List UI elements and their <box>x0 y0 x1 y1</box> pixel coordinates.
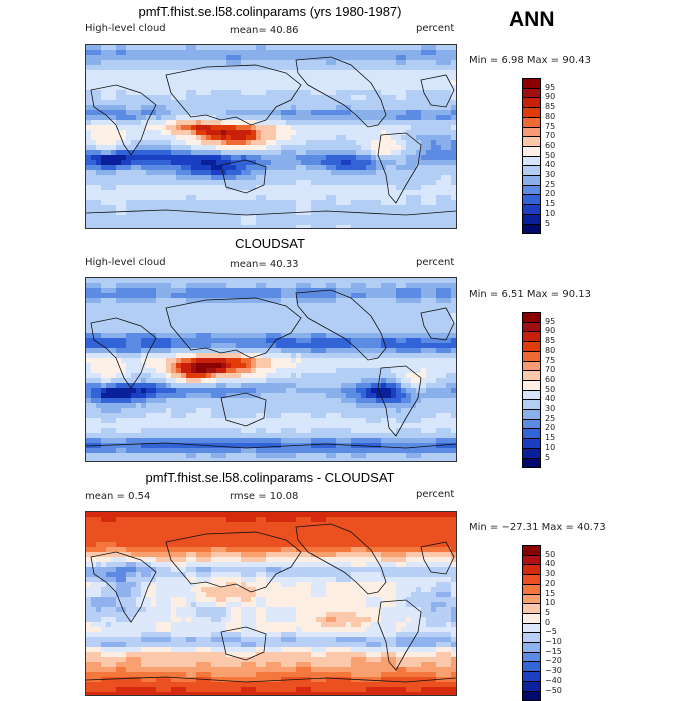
colorbar-tick-label: 20 <box>545 579 555 588</box>
panel3-rmse: rmse = 10.08 <box>230 491 298 502</box>
colorbar-tick-label: −40 <box>545 676 562 685</box>
colorbar-tick-label: 70 <box>545 131 555 140</box>
colorbar-tick-label: −50 <box>545 686 562 695</box>
colorbar-tick-label: 10 <box>545 209 555 218</box>
colorbar-tick-label: 50 <box>545 385 555 394</box>
colorbar-tick-label: 15 <box>545 433 555 442</box>
panel2-variable-label: High-level cloud <box>85 257 166 268</box>
colorbar-tick-label: 60 <box>545 141 555 150</box>
colorbar-tick-label: 50 <box>545 151 555 160</box>
colorbar-tick-label: 90 <box>545 326 555 335</box>
colorbar-tick-label: 20 <box>545 423 555 432</box>
colorbar-tick-label: 15 <box>545 589 555 598</box>
panel2-units: percent <box>416 257 454 268</box>
season-label: ANN <box>509 8 555 32</box>
colorbar-tick-label: −5 <box>545 627 557 636</box>
colorbar-swatch <box>522 224 541 235</box>
colorbar-tick-label: 50 <box>545 550 555 559</box>
colorbar-tick-label: 80 <box>545 346 555 355</box>
colorbar-tick-label: 40 <box>545 160 555 169</box>
colorbar-swatch <box>522 458 541 469</box>
panel3-minmax: Min = −27.31 Max = 40.73 <box>469 522 606 533</box>
colorbar-tick-label: 75 <box>545 356 555 365</box>
colorbar-tick-label: 90 <box>545 92 555 101</box>
colorbar-tick-label: 5 <box>545 608 550 617</box>
colorbar-tick-label: −20 <box>545 656 562 665</box>
colorbar-tick-label: 85 <box>545 102 555 111</box>
colorbar-tick-label: 80 <box>545 112 555 121</box>
panel1-variable-label: High-level cloud <box>85 23 166 34</box>
panel1-units: percent <box>416 23 454 34</box>
colorbar-tick-label: 60 <box>545 375 555 384</box>
colorbar-tick-label: −10 <box>545 637 562 646</box>
colorbar-tick-label: −15 <box>545 647 562 656</box>
colorbar-tick-label: 30 <box>545 404 555 413</box>
panel2-minmax: Min = 6.51 Max = 90.13 <box>469 289 591 300</box>
colorbar-tick-label: 30 <box>545 569 555 578</box>
panel2-map-plot <box>86 278 456 461</box>
colorbar-tick-label: 10 <box>545 443 555 452</box>
colorbar-tick-label: 20 <box>545 189 555 198</box>
colorbar-swatch <box>522 691 541 701</box>
panel3-map <box>85 511 457 696</box>
colorbar-tick-label: 85 <box>545 336 555 345</box>
colorbar-tick-label: 30 <box>545 170 555 179</box>
panel2-mean: mean= 40.33 <box>230 259 299 270</box>
panel1-minmax: Min = 6.98 Max = 90.43 <box>469 55 591 66</box>
panel3-title: pmfT.fhist.se.l58.colinparams - CLOUDSAT <box>85 470 455 485</box>
panel1-title: pmfT.fhist.se.l58.colinparams (yrs 1980-… <box>85 4 455 19</box>
colorbar-tick-label: 95 <box>545 83 555 92</box>
panel1-map-plot <box>86 45 456 228</box>
colorbar-tick-label: 15 <box>545 199 555 208</box>
colorbar-tick-label: −30 <box>545 666 562 675</box>
colorbar-tick-label: 10 <box>545 598 555 607</box>
panel1-map <box>85 44 457 229</box>
panel2-map <box>85 277 457 462</box>
panel3-mean: mean = 0.54 <box>85 491 150 502</box>
colorbar-tick-label: 70 <box>545 365 555 374</box>
colorbar-tick-label: 25 <box>545 414 555 423</box>
colorbar-tick-label: 5 <box>545 219 550 228</box>
colorbar-tick-label: 5 <box>545 453 550 462</box>
colorbar-tick-label: 25 <box>545 180 555 189</box>
colorbar-tick-label: 40 <box>545 559 555 568</box>
colorbar-tick-label: 95 <box>545 317 555 326</box>
colorbar-tick-label: 40 <box>545 394 555 403</box>
panel3-units: percent <box>416 489 454 500</box>
panel2-title: CLOUDSAT <box>85 236 455 251</box>
colorbar-tick-label: 75 <box>545 122 555 131</box>
panel3-map-plot <box>86 512 456 695</box>
colorbar-tick-label: 0 <box>545 618 550 627</box>
panel1-mean: mean= 40.86 <box>230 25 299 36</box>
